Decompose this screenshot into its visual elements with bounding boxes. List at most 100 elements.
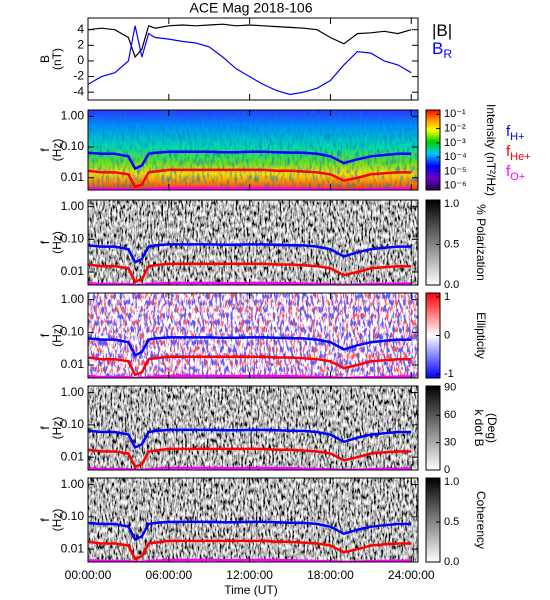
colorbar	[425, 109, 441, 191]
y-tick-label: 0.01	[61, 170, 85, 184]
y-tick-label: -4	[73, 84, 84, 98]
spectrogram	[88, 293, 418, 378]
colorbar-tick-label: 0.0	[444, 279, 459, 291]
frequency-line	[88, 447, 412, 469]
y-tick-label: 0.01	[61, 264, 85, 278]
y-axis-label: (Hz)	[50, 231, 64, 254]
y-tick-label: 0.01	[61, 541, 85, 555]
legend-entry: fO+	[506, 163, 525, 183]
data-line	[88, 23, 412, 59]
x-tick-label: 12:00:00	[226, 568, 273, 582]
x-tick-label: 24:00:00	[388, 568, 435, 582]
y-tick-label: 1.00	[61, 292, 85, 306]
colorbar-tick-label: 1.0	[444, 476, 459, 488]
colorbar-tick-label: 90	[444, 382, 456, 394]
data-line	[88, 25, 412, 96]
y-tick-label: 4	[77, 22, 84, 36]
y-axis-label: f	[38, 148, 52, 152]
colorbar-tick-label: 1	[444, 291, 450, 303]
spectrogram-texture	[88, 293, 418, 378]
y-tick-label: 2	[77, 38, 84, 52]
colorbar-tick-label: 10⁻²	[444, 122, 466, 134]
y-tick-label: 1.00	[61, 108, 85, 122]
colorbar-tick-label: 10⁻⁵	[444, 165, 467, 177]
colorbar-label: Coherency	[474, 491, 488, 549]
plot-frame	[87, 109, 419, 191]
plot-frame	[87, 292, 419, 379]
y-tick-label: 1.00	[61, 477, 85, 491]
legend-subscript: He+	[510, 151, 531, 163]
frequency-line	[88, 355, 412, 377]
colorbar-tick-label: 0.5	[444, 516, 459, 528]
spectrogram-texture	[88, 110, 418, 190]
legend-entry: fH+	[506, 123, 525, 143]
colorbar	[425, 477, 441, 563]
colorbar-tick-label: 1.0	[444, 198, 459, 210]
frequency-line	[88, 262, 412, 284]
legend-entry: fHe+	[506, 143, 531, 163]
y-tick-label: 0.10	[61, 509, 85, 523]
legend-entry: |B|	[432, 21, 452, 40]
colorbar-tick-label: 10⁻³	[444, 137, 466, 149]
legend-name: B	[432, 39, 443, 58]
y-axis-label: f	[38, 240, 52, 244]
colorbar-tick-label: 30	[444, 437, 456, 449]
spectrogram-texture	[88, 478, 418, 562]
colorbar	[425, 199, 441, 286]
y-axis-label: (Hz)	[50, 324, 64, 347]
legend-subscript: H+	[510, 131, 524, 143]
x-tick-label: 00:00:00	[65, 568, 112, 582]
spectrogram-texture	[88, 200, 418, 285]
y-axis-label: B	[38, 55, 52, 63]
colorbar-tick-label: 0.5	[444, 238, 459, 250]
colorbar-tick-label: 10⁻¹	[444, 108, 466, 120]
frequency-line	[88, 539, 412, 561]
x-axis-label: Time (UT)	[224, 583, 278, 597]
chart-title: ACE Mag 2018-106	[190, 0, 313, 16]
frequency-line	[88, 168, 412, 189]
plot-frame	[87, 477, 419, 563]
y-axis-label: (nT)	[50, 48, 64, 70]
frequency-line	[88, 150, 412, 171]
spectrogram-texture	[88, 386, 418, 470]
y-tick-label: 1.00	[61, 199, 85, 213]
y-tick-label: 0	[77, 53, 84, 67]
plot-frame	[87, 199, 419, 286]
frequency-line	[88, 243, 412, 264]
spectrogram	[88, 110, 418, 190]
colorbar-label: k dot B	[472, 409, 486, 446]
colorbar-label-unit: (Deg)	[485, 413, 499, 443]
y-axis-label: (Hz)	[50, 139, 64, 162]
plot-frame	[87, 17, 419, 101]
colorbar-tick-label: 10⁻⁶	[444, 180, 467, 192]
y-tick-label: -2	[73, 69, 84, 83]
line-plot	[88, 23, 412, 96]
frequency-line	[88, 336, 412, 357]
colorbar	[425, 385, 441, 471]
y-tick-label: 1.00	[61, 385, 85, 399]
legend-name: f	[506, 163, 511, 180]
y-axis-label: (Hz)	[50, 417, 64, 440]
frequency-line	[88, 520, 412, 542]
legend-subscript: O+	[510, 171, 525, 183]
colorbar-label: Intensity (nT²/Hz)	[484, 104, 498, 196]
frequency-line	[88, 428, 412, 450]
colorbar-tick-label: 10⁻⁴	[444, 151, 467, 163]
y-tick-label: 0.01	[61, 357, 85, 371]
spectrogram	[88, 386, 418, 470]
y-tick-label: 0.10	[61, 417, 85, 431]
colorbar-tick-label: 0	[444, 464, 450, 476]
y-axis-label: (Hz)	[50, 509, 64, 532]
colorbar-tick-label: 0	[444, 329, 450, 341]
colorbar-tick-label: 60	[444, 409, 456, 421]
spectrogram	[88, 478, 418, 562]
y-axis-label: f	[38, 518, 52, 522]
legend-name: f	[506, 143, 511, 160]
y-tick-label: 0.01	[61, 449, 85, 463]
colorbar-tick-label: -1	[444, 368, 454, 380]
plot-frame	[87, 385, 419, 471]
legend-name: |B|	[432, 21, 452, 40]
legend-entry: BR	[432, 39, 452, 61]
colorbar-label: Ellipticity	[474, 312, 488, 359]
